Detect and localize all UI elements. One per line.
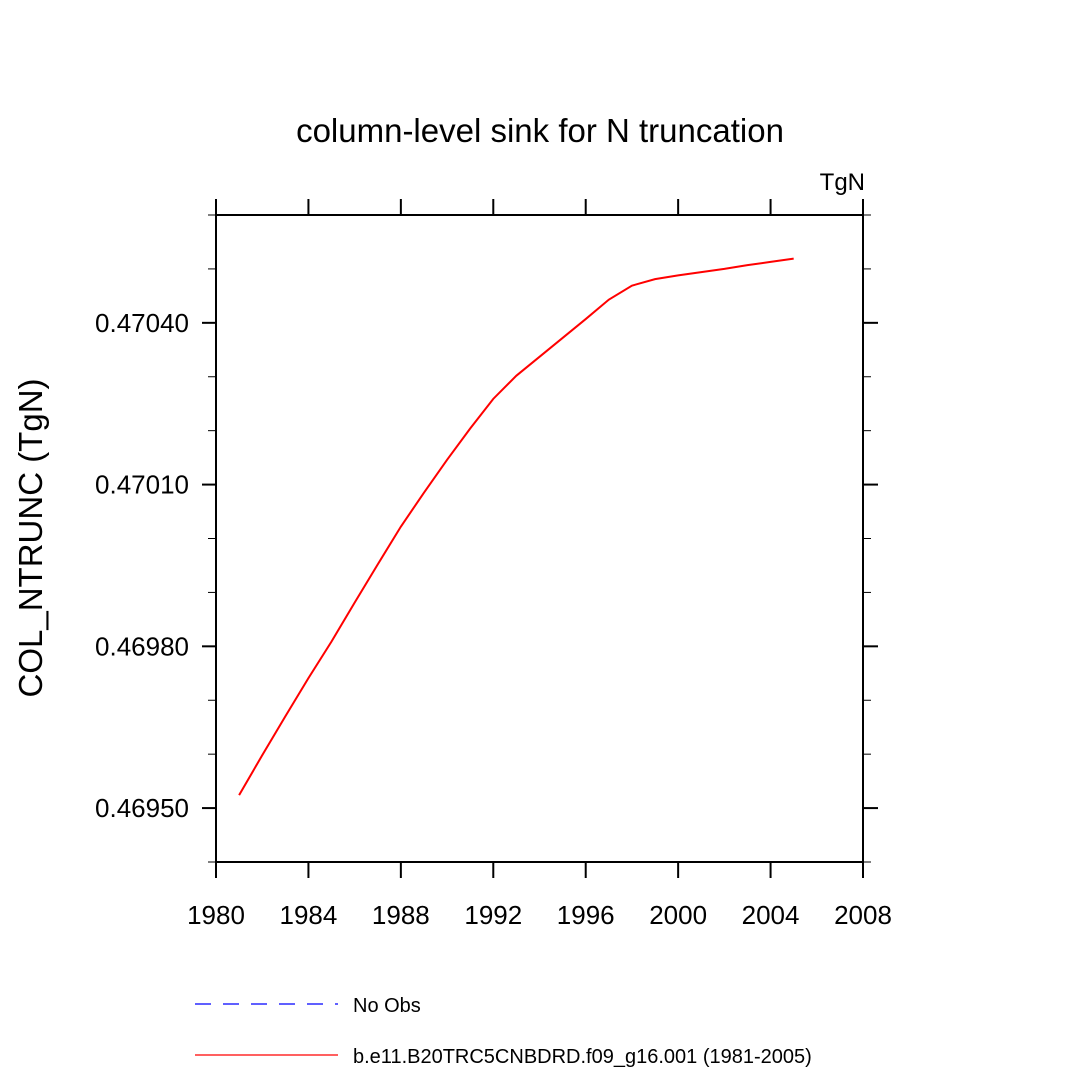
legend-label: No Obs	[353, 995, 421, 1017]
units-label: TgN	[820, 169, 865, 196]
x-tick-label: 1988	[372, 900, 430, 930]
y-tick-label: 0.47010	[95, 470, 189, 500]
y-tick-label: 0.46980	[95, 631, 189, 661]
chart-title: column-level sink for N truncation	[296, 112, 784, 149]
x-tick-label: 1992	[464, 900, 522, 930]
plot-frame	[215, 214, 864, 863]
x-tick-label: 1996	[557, 900, 615, 930]
x-tick-label: 2000	[649, 900, 707, 930]
series-line	[238, 257, 794, 796]
y-tick-label: 0.46950	[95, 793, 189, 823]
x-tick-label: 1984	[280, 900, 338, 930]
x-tick-label: 2004	[742, 900, 800, 930]
y-tick-label: 0.47040	[95, 308, 189, 338]
y-axis-label: COL_NTRUNC (TgN)	[12, 378, 49, 697]
x-tick-label: 1980	[187, 900, 245, 930]
legend-label: b.e11.B20TRC5CNBDRD.f09_g16.001 (1981-20…	[353, 1046, 812, 1068]
x-tick-label: 2008	[834, 900, 892, 930]
